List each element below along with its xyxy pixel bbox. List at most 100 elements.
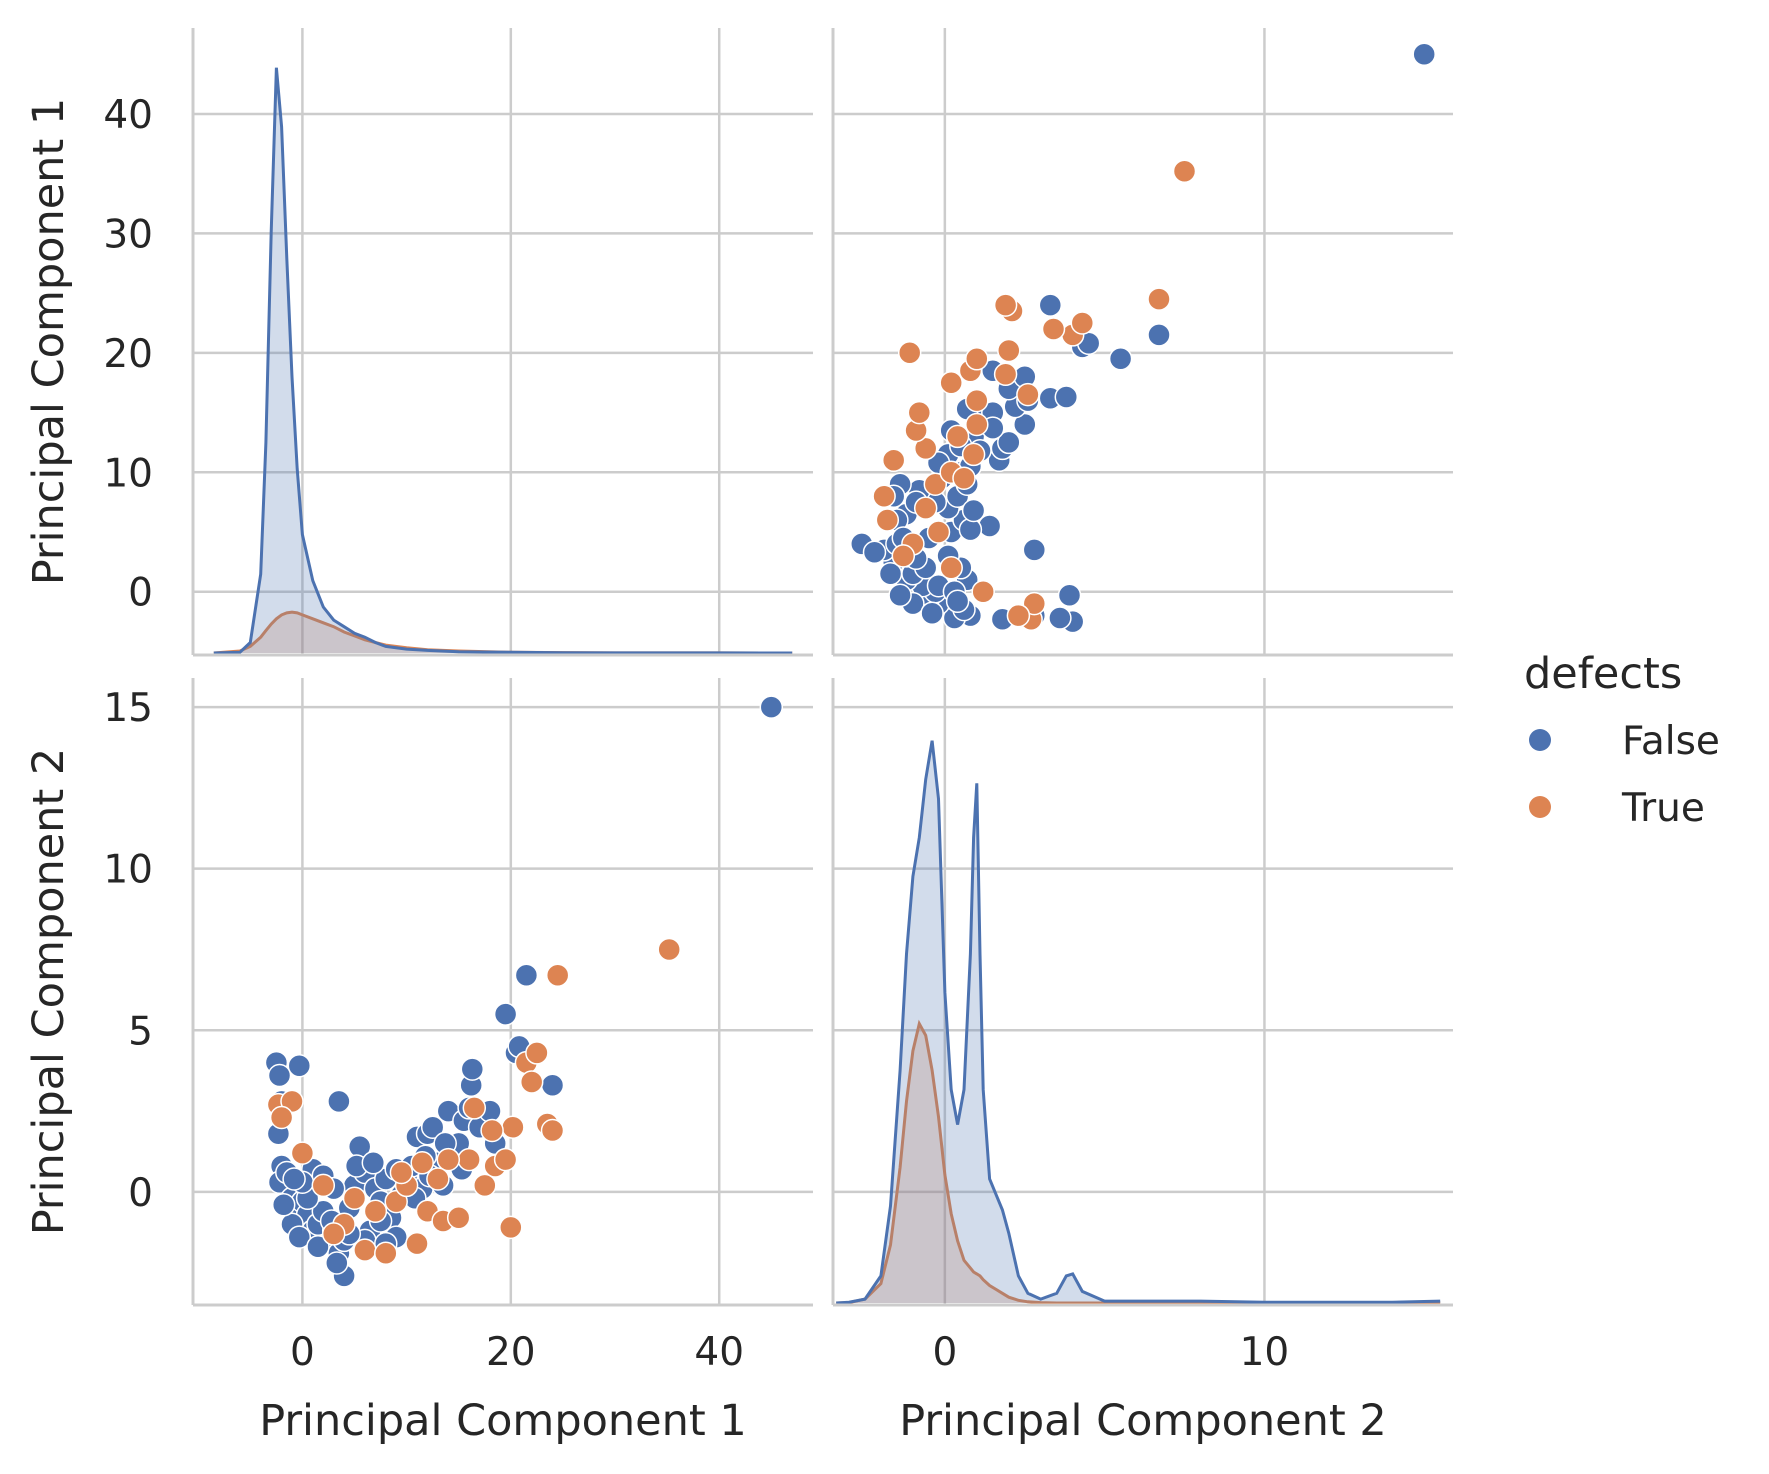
point-true	[939, 556, 963, 580]
legend-label-true: True	[1621, 786, 1705, 831]
y-tick-label: 10	[103, 848, 153, 893]
point-false	[920, 601, 944, 625]
point-false	[460, 1057, 485, 1081]
x-tick-label: 0	[290, 1330, 315, 1375]
point-false	[420, 1115, 445, 1139]
point-true	[353, 1238, 377, 1262]
point-false	[958, 517, 983, 542]
legend-marker-false	[1529, 729, 1551, 751]
point-true	[1022, 591, 1047, 616]
point-true	[872, 484, 896, 508]
kde-line-true	[836, 1019, 1441, 1305]
point-true	[480, 1118, 504, 1143]
point-true	[410, 1151, 434, 1175]
point-false	[1048, 606, 1072, 630]
point-true	[342, 1186, 367, 1211]
panel-r0-c1	[831, 28, 1453, 657]
point-true	[462, 1096, 487, 1120]
point-false	[878, 562, 903, 586]
point-true	[389, 1160, 414, 1185]
kde-fill-true	[213, 612, 793, 653]
point-true	[657, 937, 681, 962]
point-false	[888, 583, 912, 608]
point-true	[457, 1147, 481, 1172]
kde-line-false	[213, 67, 793, 655]
panel-r1-c0	[191, 678, 813, 1307]
point-true	[1006, 603, 1031, 628]
y-axis-label: Principal Component 1	[24, 98, 74, 586]
point-false	[282, 1167, 306, 1191]
point-true	[436, 1147, 461, 1172]
point-false	[759, 695, 784, 719]
point-true	[923, 472, 948, 496]
pairplot-panels: 0 10 20 30 40 Principal Component 1 0 5 10 15 Prin…	[24, 28, 1453, 1446]
point-true	[545, 963, 570, 988]
point-true	[965, 388, 989, 413]
point-true	[501, 1115, 525, 1139]
point-true	[269, 1105, 294, 1130]
point-true	[875, 508, 900, 532]
point-true	[446, 1205, 471, 1230]
panel-r1-c1	[831, 678, 1453, 1307]
point-false	[361, 1151, 386, 1175]
kde-fill-true	[836, 1023, 1441, 1303]
point-true	[1172, 159, 1197, 184]
x-axis-label: Principal Component 2	[899, 1396, 1387, 1446]
point-true	[945, 424, 970, 449]
y-tick-label: 40	[103, 93, 153, 138]
point-true	[961, 442, 986, 467]
point-false	[1057, 583, 1082, 608]
point-true	[907, 400, 932, 425]
point-true	[897, 341, 922, 365]
point-true	[997, 338, 1021, 363]
point-true	[290, 1141, 315, 1165]
point-true	[426, 1167, 450, 1191]
y-tick-label: 20	[103, 332, 153, 377]
point-true	[405, 1231, 429, 1256]
y-tick-label: 10	[103, 451, 153, 496]
legend-marker-true	[1529, 796, 1551, 818]
point-false	[1147, 323, 1171, 347]
x-tick-label: 20	[486, 1330, 536, 1375]
point-false	[1412, 42, 1436, 67]
point-true	[993, 362, 1018, 387]
point-true	[525, 1041, 549, 1065]
point-false	[325, 1251, 349, 1275]
legend: defects False True	[1524, 649, 1720, 831]
point-true	[321, 1222, 346, 1246]
y-axis-label: Principal Component 2	[24, 748, 74, 1236]
point-false	[493, 1002, 518, 1026]
point-true	[939, 370, 963, 395]
point-true	[1147, 287, 1171, 311]
y-tick-label: 15	[103, 686, 153, 731]
point-false	[287, 1054, 312, 1078]
y-tick-label: 0	[128, 1171, 153, 1216]
y-tick-label: 5	[128, 1009, 153, 1054]
point-true	[926, 520, 951, 544]
point-true	[1016, 382, 1040, 407]
x-tick-label: 10	[1240, 1330, 1290, 1375]
point-true	[499, 1215, 523, 1240]
point-false	[945, 589, 970, 614]
point-true	[519, 1070, 544, 1094]
point-true	[971, 579, 995, 604]
point-false	[327, 1089, 351, 1114]
point-true	[952, 466, 976, 490]
point-true	[965, 412, 989, 437]
kde-fill-false	[213, 67, 793, 653]
point-true	[1041, 317, 1066, 341]
panel-r0-c0	[191, 28, 813, 657]
point-true	[311, 1173, 336, 1198]
point-true	[363, 1199, 388, 1224]
legend-title: defects	[1524, 649, 1682, 699]
point-true	[473, 1173, 497, 1198]
point-true	[881, 448, 906, 473]
point-true	[965, 347, 989, 371]
point-true	[493, 1147, 518, 1172]
point-false	[267, 1063, 292, 1088]
y-tick-label: 30	[103, 212, 153, 257]
point-true	[1070, 311, 1095, 335]
point-false	[1013, 412, 1037, 437]
point-true	[913, 496, 938, 520]
